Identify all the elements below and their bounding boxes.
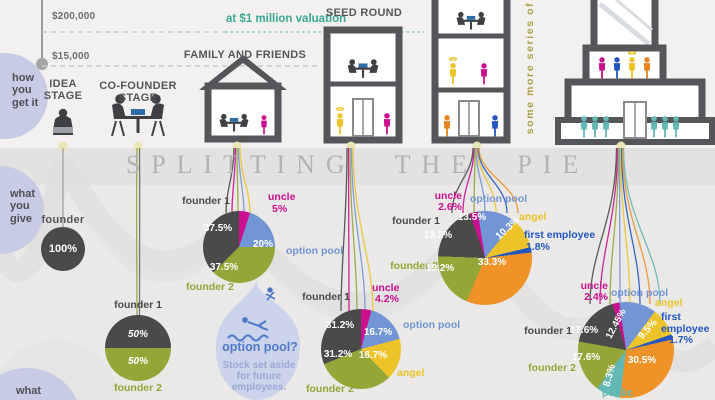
- pie3-optionpool-pct: 20%: [252, 239, 273, 250]
- pie5-founder2-pct: 19.2%: [425, 263, 455, 274]
- pie4-uncle-pct: 4.2%: [375, 293, 399, 305]
- amount-200k: $200,000: [52, 11, 96, 22]
- idea-founder-figure: [53, 108, 73, 135]
- pie2-founder2-label: founder 2: [114, 382, 162, 394]
- water-waves: [227, 334, 269, 342]
- pie6-founder1-label: founder 1: [524, 325, 572, 337]
- stage-title-more-series: some more series of: [524, 1, 536, 135]
- pie2-founder2-pct: 50%: [127, 356, 148, 367]
- option-pool-note-title: option pool?: [222, 340, 298, 354]
- pie6-founder1-pct: 17.6%: [569, 325, 599, 336]
- pie5-uncle-label: uncle: [434, 190, 462, 202]
- pie6-optionpool-label: option pool: [611, 287, 669, 299]
- ipo-skyscraper: [555, 0, 715, 145]
- equity-threads: [62, 147, 661, 317]
- pie5-vc-label: VC: [500, 286, 515, 298]
- pie5-founder1-pct: 19.2%: [423, 230, 453, 241]
- pie3-optionpool-label: option pool: [286, 245, 344, 257]
- pie6-angel-label: angel: [655, 297, 683, 309]
- stage-title-family: FAMILY AND FRIENDS: [183, 49, 307, 61]
- pie5-firstemployee-pct: 1.8%: [526, 241, 550, 253]
- title-band-bg: [0, 148, 715, 185]
- cofounder-figures: [111, 94, 165, 137]
- valuation-note: at $1 million valuation: [226, 13, 347, 25]
- pie4-founder1-pct: 31.2%: [325, 320, 355, 331]
- pie-idea: [41, 227, 85, 271]
- pie3-uncle-label: uncle: [268, 191, 296, 203]
- pie4-angel-label: angel: [397, 367, 425, 379]
- pie2-founder1-pct: 50%: [127, 329, 148, 340]
- pie6-firstemployee-label: first employee: [661, 311, 710, 335]
- stage-title-cofounder: CO-FOUNDER STAGE: [99, 80, 177, 105]
- stage-title-seed: SEED ROUND: [325, 7, 403, 19]
- pie5-founder1-label: founder 1: [392, 215, 440, 227]
- band-title: SPLITTING THE PIE: [125, 150, 590, 179]
- pie-ipo: [578, 302, 674, 398]
- pie5-uncle-pct: 2.6%: [438, 201, 462, 213]
- option-pool-drop: [215, 279, 300, 400]
- pie6-public-label: public: [602, 387, 633, 399]
- series-building: [431, 0, 511, 144]
- pie4-founder2-pct: 31.2%: [323, 349, 353, 360]
- pie1-founder-label: founder: [41, 214, 85, 226]
- pie4-founder1-label: founder 1: [302, 291, 350, 303]
- pie4-angel-pct: 16.7%: [358, 350, 388, 361]
- pie3-uncle-pct: 5%: [272, 203, 288, 215]
- pie3-founder1-pct: 37.5%: [203, 223, 233, 234]
- pie4-founder2-label: founder 2: [306, 383, 354, 395]
- pie-family-friends: [203, 211, 275, 283]
- pie5-optionpool-pct: 13.5%: [457, 212, 487, 223]
- pie4-uncle-label: uncle: [372, 282, 400, 294]
- pie-cofounder: [105, 315, 171, 381]
- pie6-uncle-pct: 2.4%: [584, 291, 608, 303]
- pie3-founder2-pct: 37.5%: [209, 262, 239, 273]
- seed-round-building: [323, 26, 403, 144]
- option-pool-note-body: Stock set aside for future employees.: [222, 360, 296, 394]
- pie6-founder2-label: founder 2: [528, 362, 576, 374]
- pie1-pct: 100%: [48, 243, 78, 255]
- amount-15k: $15,000: [52, 51, 90, 62]
- pie3-founder2-label: founder 2: [186, 281, 234, 293]
- what-bottom-label: what: [16, 385, 42, 397]
- pie5-founder2-label: founder 2: [390, 260, 438, 272]
- pie6-firstemployee-pct: 1.7%: [669, 334, 693, 346]
- pie-seed: [321, 309, 401, 389]
- pie5-angel-label: angel: [519, 211, 547, 223]
- pie6-uncle-label: uncle: [580, 280, 608, 292]
- family-friends-house: [199, 55, 287, 143]
- pie2-founder1-label: founder 1: [114, 299, 162, 311]
- pie4-optionpool-label: option pool: [403, 319, 461, 331]
- how-you-get-it-label: how you get it: [12, 72, 39, 109]
- pie3-founder1-label: founder 1: [182, 195, 230, 207]
- pie6-founder2-pct: 17.6%: [571, 352, 601, 363]
- axis-dot: [36, 58, 48, 70]
- pie6-vc-pct: 30.5%: [627, 355, 657, 366]
- what-you-give-label: what you give: [10, 188, 36, 225]
- pie5-vc-pct: 33.3%: [477, 257, 507, 268]
- pie5-firstemployee-label: first employee: [524, 229, 596, 241]
- pie-series-a: [438, 211, 532, 305]
- pie4-optionpool-pct: 16.7%: [363, 327, 393, 338]
- diver-icons: [227, 287, 276, 342]
- stage-title-idea: IDEA STAGE: [43, 78, 83, 103]
- pie5-optionpool-label: option pool: [470, 193, 528, 205]
